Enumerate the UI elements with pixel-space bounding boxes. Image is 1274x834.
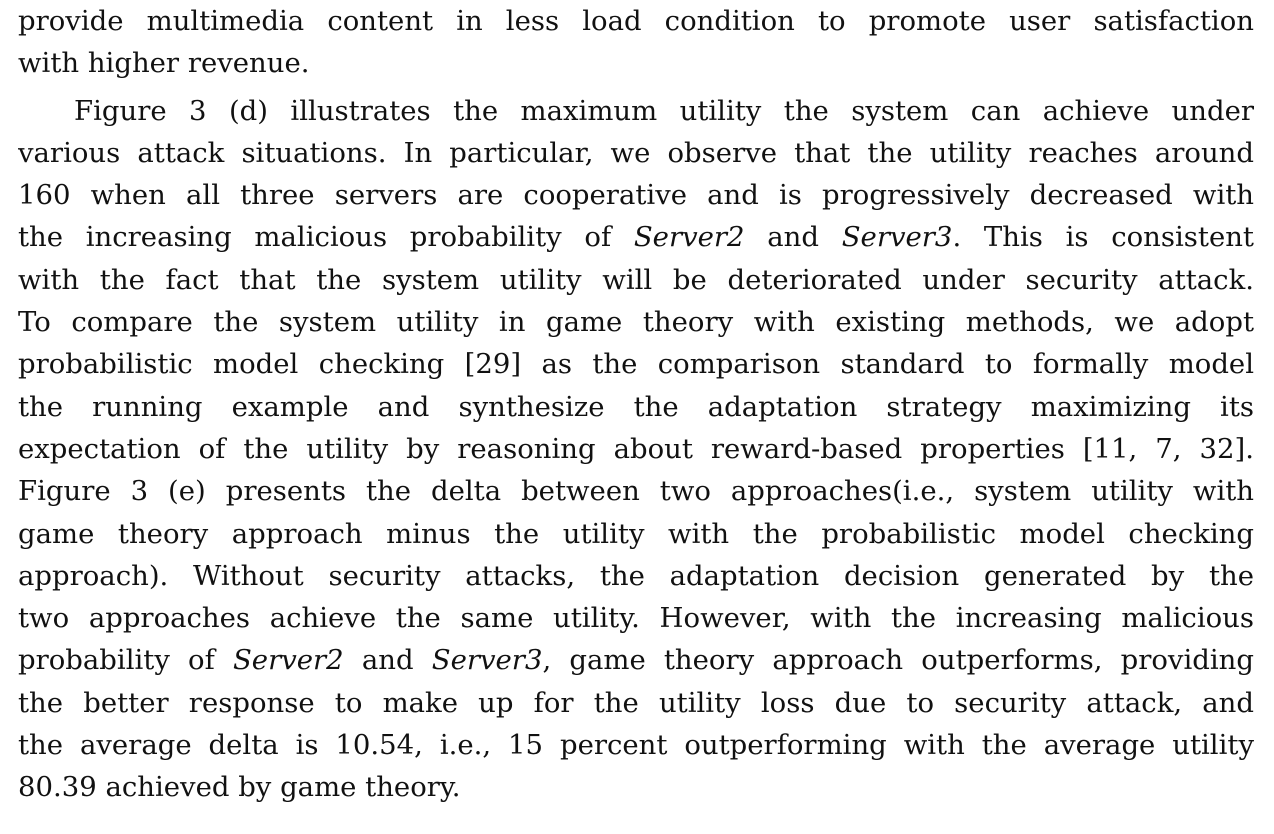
document-page: provide multimedia content in less load … bbox=[18, 0, 1254, 809]
text-line: To compare the system utility in game th… bbox=[18, 306, 1254, 339]
text-line: provide multimedia content in less load … bbox=[18, 5, 1254, 37]
text-line: 80.39 achieved by game theory. bbox=[18, 771, 461, 804]
text-run: and bbox=[343, 644, 432, 677]
server-name: Server2 bbox=[633, 221, 745, 254]
text-line: various attack situations. In particular… bbox=[18, 136, 1254, 169]
text-line: the running example and synthesize the a… bbox=[18, 390, 1254, 423]
text-line: Figure 3 (e) presents the delta between … bbox=[18, 475, 1254, 508]
text-run: the increasing malicious probability of bbox=[18, 221, 634, 254]
text-line: probabilistic model checking [29] as the… bbox=[18, 348, 1254, 381]
text-line: two approaches achieve the same utility.… bbox=[18, 602, 1254, 635]
text-line: 160 when all three servers are cooperati… bbox=[18, 179, 1254, 212]
text-run: and bbox=[744, 221, 842, 254]
text-line: with higher revenue. bbox=[18, 47, 310, 80]
text-line: approach). Without security attacks, the… bbox=[18, 559, 1254, 592]
text-line: the increasing malicious probability of … bbox=[18, 216, 1254, 258]
paragraph-2: Figure 3 (d) illustrates the maximum uti… bbox=[18, 90, 1254, 809]
text-run: probability of bbox=[18, 644, 233, 677]
server-name: Server3 bbox=[841, 221, 953, 254]
text-line: expectation of the utility by reasoning … bbox=[18, 432, 1254, 465]
server-name: Server3 bbox=[431, 644, 543, 677]
text-line: with the fact that the system utility wi… bbox=[18, 263, 1254, 296]
text-run: , game theory approach outperforms, prov… bbox=[542, 644, 1254, 677]
text-line: probability of Server2 and Server3, game… bbox=[18, 639, 1254, 681]
text-line: the average delta is 10.54, i.e., 15 per… bbox=[18, 729, 1254, 762]
text-line: Figure 3 (d) illustrates the maximum uti… bbox=[74, 94, 1254, 127]
text-line: the better response to make up for the u… bbox=[18, 686, 1254, 719]
paragraph-1: provide multimedia content in less load … bbox=[18, 0, 1254, 85]
text-run: . This is consistent bbox=[952, 221, 1254, 254]
text-line: game theory approach minus the utility w… bbox=[18, 517, 1254, 550]
server-name: Server2 bbox=[232, 644, 344, 677]
